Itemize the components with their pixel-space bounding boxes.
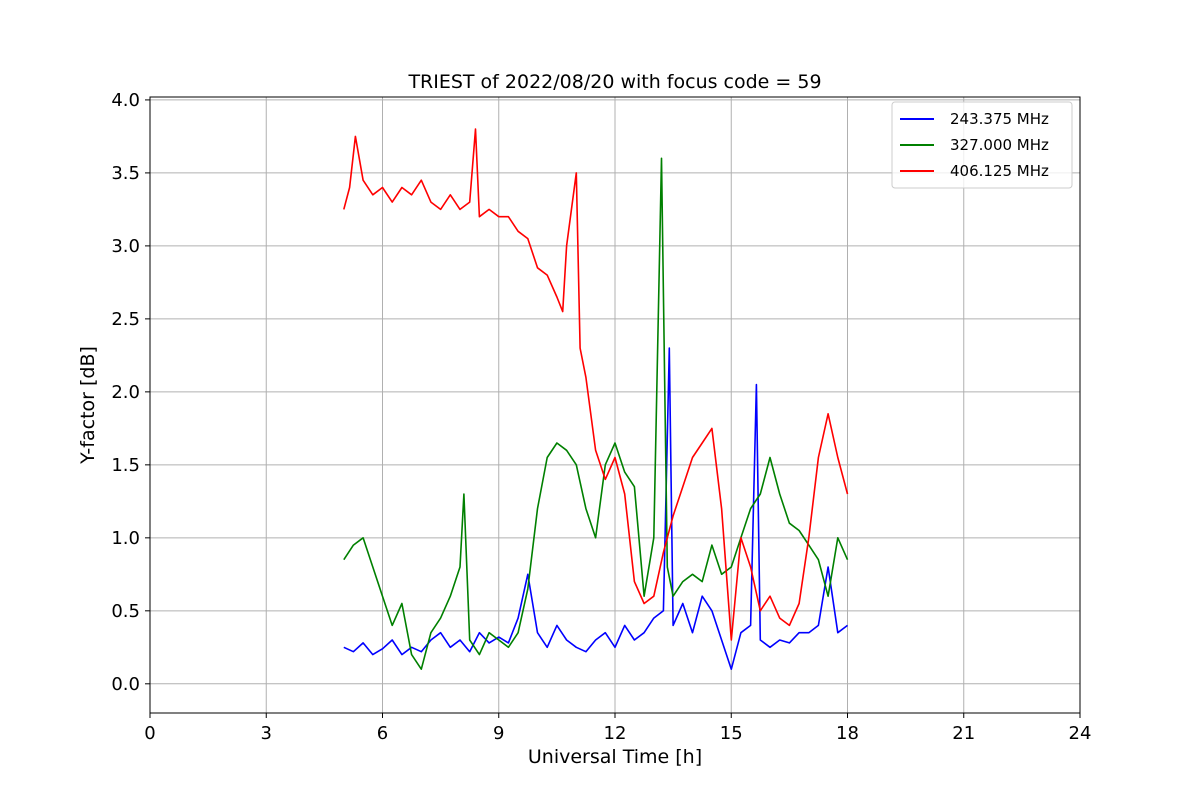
legend: 243.375 MHz 327.000 MHz 406.125 MHz xyxy=(891,101,1073,189)
series-line-406 xyxy=(343,128,849,641)
legend-label-327: 327.000 MHz xyxy=(950,136,1049,154)
axis-ticks: 0 3 6 9 12 15 18 21 24 0.0 0.5 1.0 1.5 2.0 2.5 3.0 3.5 4.… xyxy=(111,90,1091,744)
y-tick-label: 4.0 xyxy=(111,90,140,111)
legend-label-406: 406.125 MHz xyxy=(950,162,1049,180)
legend-label-243: 243.375 MHz xyxy=(950,110,1049,128)
y-tick-label: 2.5 xyxy=(111,309,140,330)
series-lines xyxy=(343,128,849,671)
y-tick-label: 0.5 xyxy=(111,601,140,622)
x-tick-label: 21 xyxy=(952,723,975,744)
chart-title: TRIEST of 2022/08/20 with focus code = 5… xyxy=(407,71,821,93)
y-tick-label: 3.5 xyxy=(111,163,140,184)
x-tick-label: 15 xyxy=(720,723,743,744)
series-line-243 xyxy=(343,347,848,671)
x-tick-label: 3 xyxy=(261,723,272,744)
x-tick-label: 24 xyxy=(1069,723,1092,744)
y-axis-title: Y-factor [dB] xyxy=(77,346,99,465)
x-tick-label: 6 xyxy=(377,723,388,744)
x-tick-label: 12 xyxy=(604,723,627,744)
series-line-327 xyxy=(343,157,849,671)
y-tick-label: 1.0 xyxy=(111,528,140,549)
x-tick-label: 18 xyxy=(836,723,859,744)
y-tick-label: 0.0 xyxy=(111,674,140,695)
x-tick-label: 0 xyxy=(144,723,155,744)
y-tick-label: 3.0 xyxy=(111,236,140,257)
legend-frame xyxy=(891,101,1073,189)
x-tick-label: 9 xyxy=(493,723,504,744)
x-axis-title: Universal Time [h] xyxy=(528,746,702,768)
y-tick-label: 2.0 xyxy=(111,382,140,403)
y-tick-label: 1.5 xyxy=(111,455,140,476)
